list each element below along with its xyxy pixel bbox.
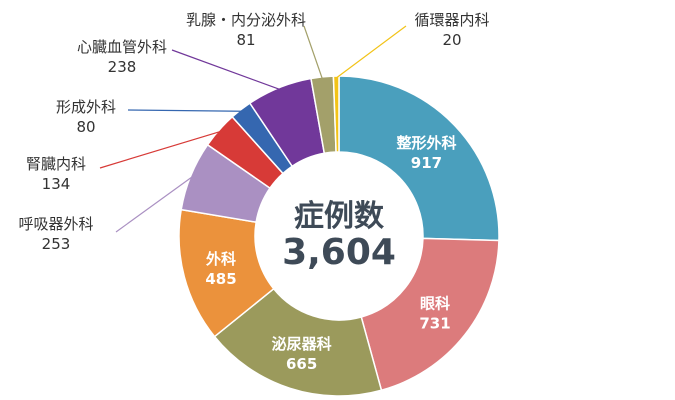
slice-value-7: 238 <box>108 58 137 76</box>
slice-label-8: 乳腺・内分泌外科 <box>186 11 306 29</box>
leader-line-8 <box>303 25 323 80</box>
center-title: 症例数 <box>294 199 385 234</box>
slice-value-0: 917 <box>411 154 442 172</box>
leader-line-9 <box>335 25 407 79</box>
labels-group: 整形外科 917 眼科 731 泌尿器科 665 外科 485 呼吸器外科 253 腎臓内科 134 形… <box>18 11 489 373</box>
slice-9 <box>332 75 340 153</box>
leader-lines-group <box>99 25 407 233</box>
leader-line-4 <box>115 176 193 233</box>
slice-value-6: 80 <box>76 118 95 136</box>
slice-label-9: 循環器内科 <box>414 11 489 29</box>
slices-group <box>178 75 500 397</box>
center-value: 3,604 <box>282 232 396 273</box>
slice-value-4: 253 <box>42 235 71 253</box>
slice-value-3: 485 <box>205 270 236 288</box>
slice-value-2: 665 <box>286 355 317 373</box>
slice-label-2: 泌尿器科 <box>272 335 332 353</box>
slice-2 <box>213 287 383 397</box>
slice-label-0: 整形外科 <box>396 134 456 152</box>
slice-label-4: 呼吸器外科 <box>18 215 93 233</box>
slice-label-1: 眼科 <box>420 294 450 312</box>
leader-line-7 <box>171 49 281 91</box>
slice-label-7: 心臓血管外科 <box>77 38 167 56</box>
slice-value-9: 20 <box>442 31 461 49</box>
leader-line-6 <box>127 109 243 112</box>
slice-value-1: 731 <box>419 314 450 332</box>
slice-0 <box>338 75 500 242</box>
slice-value-8: 81 <box>236 31 255 49</box>
leader-line-5 <box>99 130 221 169</box>
slice-value-5: 134 <box>42 175 71 193</box>
slice-label-6: 形成外科 <box>56 98 116 116</box>
slice-1 <box>360 237 500 392</box>
slice-label-5: 腎臓内科 <box>26 155 86 173</box>
slice-label-3: 外科 <box>205 250 236 268</box>
